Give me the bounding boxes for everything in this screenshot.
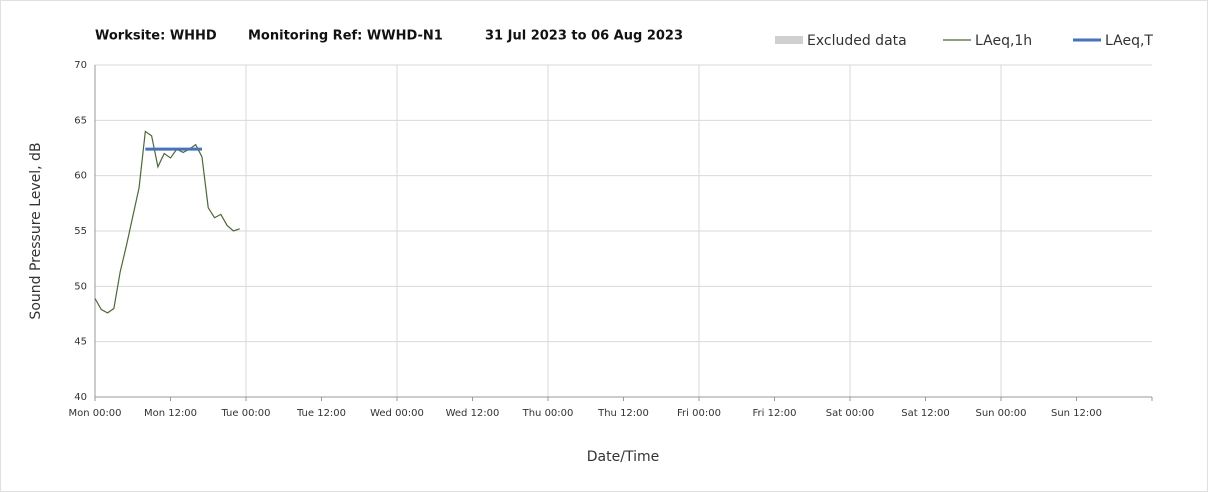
x-tick-label: Tue 00:00 [220, 408, 270, 419]
x-tick-label: Wed 12:00 [446, 408, 500, 419]
chart-title: Worksite: WHHD [95, 29, 217, 44]
y-axis-label: Sound Pressure Level, dB [28, 142, 44, 319]
legend-label: Excluded data [807, 33, 907, 49]
x-tick-label: Sat 00:00 [826, 408, 874, 419]
x-tick-label: Sun 00:00 [975, 408, 1026, 419]
x-tick-label: Tue 12:00 [296, 408, 346, 419]
x-tick-label: Mon 00:00 [68, 408, 121, 419]
x-tick-label: Thu 12:00 [597, 408, 649, 419]
y-tick-label: 65 [74, 115, 87, 126]
legend-label: LAeq,T [1105, 33, 1153, 49]
y-tick-label: 50 [74, 281, 87, 292]
y-tick-label: 60 [74, 171, 87, 182]
x-tick-label: Sat 12:00 [901, 408, 949, 419]
legend-swatch [775, 36, 803, 44]
x-tick-label: Mon 12:00 [144, 408, 197, 419]
y-tick-label: 70 [74, 60, 87, 71]
x-tick-label: Fri 12:00 [753, 408, 797, 419]
y-tick-label: 55 [74, 226, 87, 237]
x-tick-label: Thu 00:00 [522, 408, 574, 419]
y-tick-label: 45 [74, 337, 87, 348]
y-tick-label: 40 [74, 392, 87, 403]
x-tick-label: Sun 12:00 [1051, 408, 1102, 419]
legend-label: LAeq,1h [975, 33, 1032, 49]
x-tick-label: Wed 00:00 [370, 408, 424, 419]
x-axis-label: Date/Time [587, 449, 659, 465]
x-tick-label: Fri 00:00 [677, 408, 721, 419]
data-line [94, 130, 240, 314]
chart-title: Monitoring Ref: WWHD-N1 [248, 29, 443, 44]
chart-title: 31 Jul 2023 to 06 Aug 2023 [485, 29, 683, 44]
